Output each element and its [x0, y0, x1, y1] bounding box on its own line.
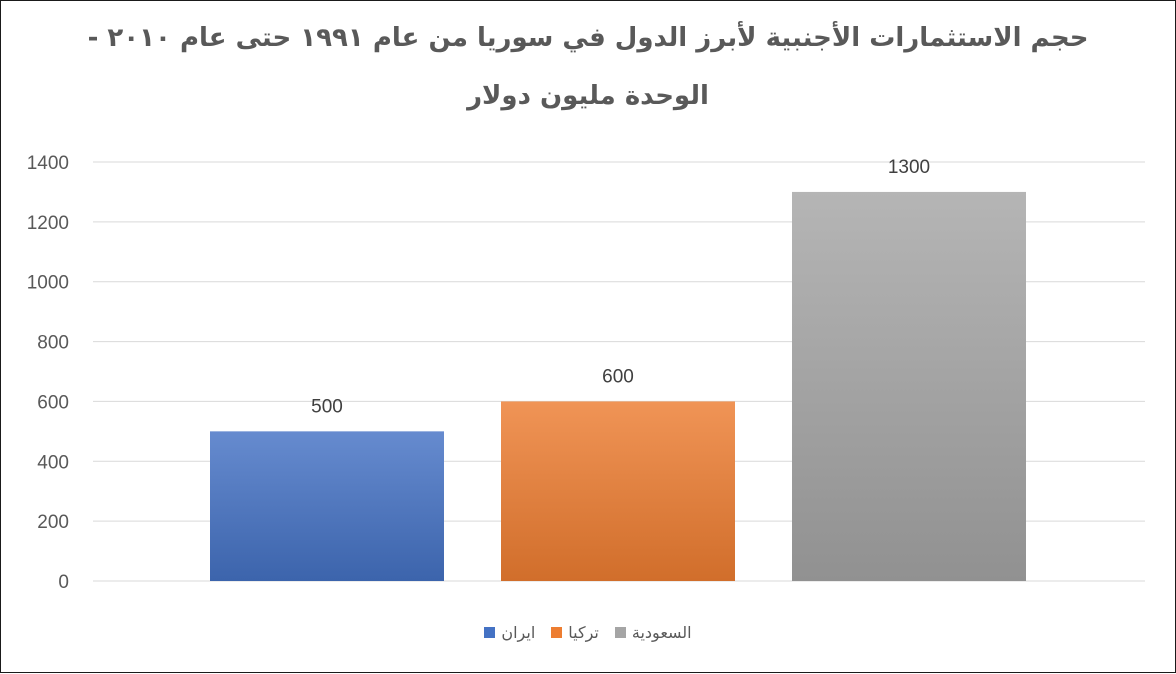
y-tick-label-1400: 1400: [27, 153, 69, 174]
legend-swatch-2: [551, 627, 563, 638]
data-label-1: 500: [311, 396, 343, 417]
y-axis-tick-labels: 0 200 400 600 800 1000 1200 1400: [27, 153, 69, 593]
legend-item-3: السعودية: [614, 623, 692, 642]
legend-item-2: تركيا: [551, 623, 599, 642]
y-tick-label-400: 400: [37, 452, 69, 473]
y-tick-label-800: 800: [37, 333, 69, 354]
y-tick-label-1200: 1200: [27, 213, 69, 234]
y-tick-label-200: 200: [37, 512, 69, 533]
y-tick-label-0: 0: [58, 572, 69, 593]
data-labels: 500 600 1300: [311, 157, 930, 417]
legend-swatch-3: [614, 627, 626, 638]
data-label-3: 1300: [888, 157, 930, 178]
bar-3: [792, 191, 1026, 581]
y-tick-label-600: 600: [37, 392, 69, 413]
bar-1: [210, 431, 444, 581]
chart-title-line2: الوحدة مليون دولار: [467, 81, 709, 111]
y-tick-label-1000: 1000: [27, 273, 69, 294]
legend-label-2: تركيا: [568, 623, 599, 642]
legend-item-1: ايران: [484, 623, 535, 642]
bar-2: [501, 401, 735, 581]
legend: ايران تركيا السعودية: [1, 623, 1175, 642]
legend-swatch-1: [484, 627, 496, 638]
legend-label-3: السعودية: [631, 623, 692, 642]
bars: [210, 191, 1026, 581]
legend-label-1: ايران: [501, 623, 536, 642]
chart-title-line1: حجم الاستثمارات الأجنبية لأبرز الدول في …: [87, 23, 1089, 53]
data-label-2: 600: [602, 366, 634, 387]
